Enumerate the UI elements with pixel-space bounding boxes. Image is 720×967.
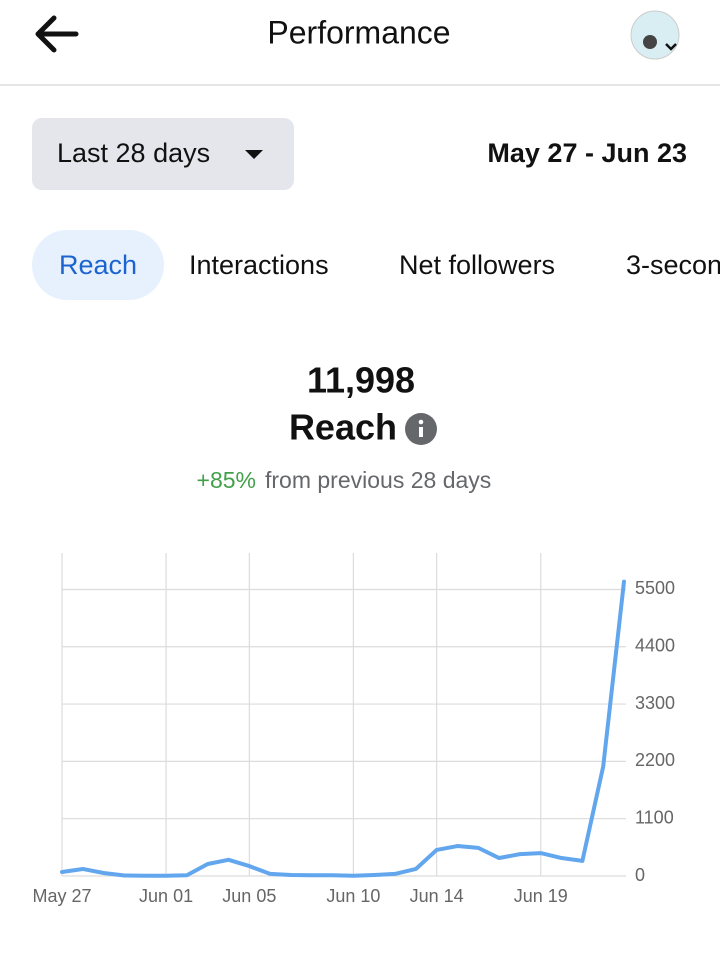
period-dropdown[interactable]: Last 28 days	[32, 118, 294, 190]
avatar-caret	[665, 43, 677, 51]
chart: 0 1100 2200 3300 4400 5500 May 27 Jun 01 Jun 05 J…	[32, 553, 675, 906]
dropdown-label: Last 28 days	[57, 138, 210, 168]
metric-label: Reach	[289, 407, 397, 448]
info-stem	[419, 427, 423, 437]
metric-value: 11,998	[307, 360, 415, 401]
reach-line	[60, 579, 626, 878]
avatar-image	[630, 10, 680, 60]
y-tick-label: 3300	[635, 693, 675, 713]
tab-label: Reach	[59, 250, 137, 280]
tab-label[interactable]: 3-second	[626, 250, 720, 280]
date-range: May 27 - Jun 23	[487, 138, 687, 168]
x-tick-label: Jun 05	[222, 886, 276, 906]
x-tick-label: Jun 14	[410, 886, 464, 906]
avatar[interactable]	[630, 10, 680, 60]
tab-label[interactable]: Interactions	[189, 250, 329, 280]
x-tick-label: Jun 19	[514, 886, 568, 906]
x-tick-label: Jun 01	[139, 886, 193, 906]
dropdown-bg	[32, 118, 294, 190]
back-arrow	[35, 15, 79, 53]
dropdown-caret	[245, 150, 263, 159]
y-tick-label: 4400	[635, 636, 675, 656]
x-tick-label: Jun 10	[326, 886, 380, 906]
avatar-figure	[643, 35, 657, 49]
info-dot	[418, 419, 424, 425]
change-value: +85%	[197, 467, 256, 493]
tab-selected-bg	[32, 230, 164, 300]
page-title: Performance	[267, 14, 450, 50]
back-button[interactable]	[35, 15, 79, 53]
tab-label[interactable]: Net followers	[399, 250, 555, 280]
info-icon[interactable]	[405, 413, 437, 445]
y-tick-label: 0	[635, 865, 645, 885]
x-tick-label: May 27	[32, 886, 91, 906]
y-tick-label: 5500	[635, 578, 675, 598]
y-tick-label: 2200	[635, 750, 675, 770]
tab[interactable]: Reach	[32, 230, 164, 300]
y-tick-label: 1100	[635, 807, 674, 827]
change-comparison: from previous 28 days	[265, 467, 491, 493]
